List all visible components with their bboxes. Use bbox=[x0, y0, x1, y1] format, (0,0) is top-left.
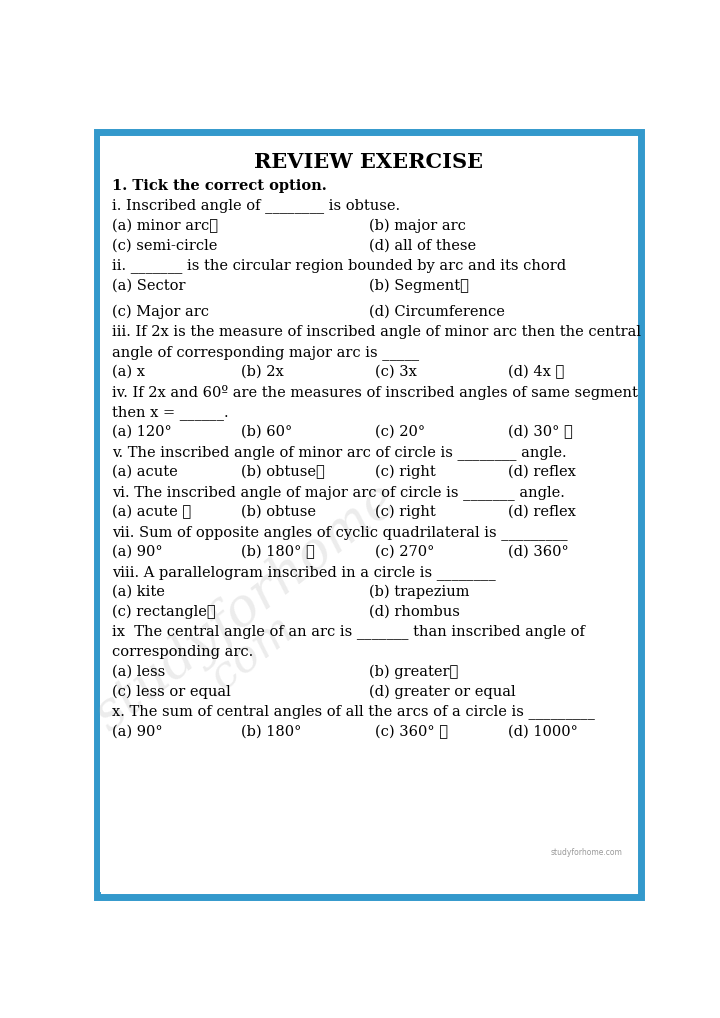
Text: (d) Circumference: (d) Circumference bbox=[369, 304, 505, 319]
Text: (c) semi-circle: (c) semi-circle bbox=[112, 238, 217, 252]
Text: (a) 90°: (a) 90° bbox=[112, 725, 163, 738]
Text: (b) obtuse✓: (b) obtuse✓ bbox=[240, 464, 325, 478]
Text: angle of corresponding major arc is _____: angle of corresponding major arc is ____… bbox=[112, 345, 420, 359]
Text: (b) Segment✓: (b) Segment✓ bbox=[369, 279, 469, 293]
Text: viii. A parallelogram inscribed in a circle is ________: viii. A parallelogram inscribed in a cir… bbox=[112, 565, 496, 579]
Text: (c) rectangle✓: (c) rectangle✓ bbox=[112, 605, 216, 619]
Text: iv. If 2x and 60º are the measures of inscribed angles of same segment: iv. If 2x and 60º are the measures of in… bbox=[112, 385, 638, 400]
Text: (a) 90°: (a) 90° bbox=[112, 545, 163, 559]
Text: studyforhome.com: studyforhome.com bbox=[551, 848, 623, 857]
Text: (d) reflex: (d) reflex bbox=[508, 505, 577, 519]
Text: (a) less: (a) less bbox=[112, 665, 166, 679]
Text: vi. The inscribed angle of major arc of circle is _______ angle.: vi. The inscribed angle of major arc of … bbox=[112, 485, 565, 500]
Text: (b) 60°: (b) 60° bbox=[240, 425, 292, 439]
Text: (c) 3x: (c) 3x bbox=[374, 364, 416, 379]
Text: (b) major arc: (b) major arc bbox=[369, 219, 466, 233]
Text: iii. If 2x is the measure of inscribed angle of minor arc then the central: iii. If 2x is the measure of inscribed a… bbox=[112, 325, 642, 339]
Text: .com: .com bbox=[190, 605, 302, 705]
Text: ix  The central angle of an arc is _______ than inscribed angle of: ix The central angle of an arc is ______… bbox=[112, 625, 585, 639]
Text: (c) 20°: (c) 20° bbox=[374, 425, 425, 439]
Text: (d) 360°: (d) 360° bbox=[508, 545, 570, 559]
Text: (a) acute ✓: (a) acute ✓ bbox=[112, 505, 192, 519]
Text: (b) 180° ✓: (b) 180° ✓ bbox=[240, 545, 315, 559]
Text: (c) right: (c) right bbox=[374, 505, 436, 519]
Text: (c) 270°: (c) 270° bbox=[374, 545, 434, 559]
Text: x. The sum of central angles of all the arcs of a circle is _________: x. The sum of central angles of all the … bbox=[112, 704, 595, 720]
Text: (b) 2x: (b) 2x bbox=[240, 364, 284, 379]
Text: (a) acute: (a) acute bbox=[112, 464, 178, 478]
FancyBboxPatch shape bbox=[96, 131, 642, 897]
Text: (a) 120°: (a) 120° bbox=[112, 425, 172, 439]
Text: (d) 4x ✓: (d) 4x ✓ bbox=[508, 364, 564, 379]
Text: (b) trapezium: (b) trapezium bbox=[369, 584, 469, 599]
Text: (d) 1000°: (d) 1000° bbox=[508, 725, 578, 738]
Text: (d) reflex: (d) reflex bbox=[508, 464, 577, 478]
Text: (c) Major arc: (c) Major arc bbox=[112, 304, 210, 320]
Text: studyforhome: studyforhome bbox=[85, 474, 408, 742]
FancyBboxPatch shape bbox=[100, 136, 638, 892]
Text: i. Inscribed angle of ________ is obtuse.: i. Inscribed angle of ________ is obtuse… bbox=[112, 199, 400, 214]
Text: (d) rhombus: (d) rhombus bbox=[369, 605, 460, 619]
Text: 1. Tick the correct option.: 1. Tick the correct option. bbox=[112, 178, 327, 192]
Text: (b) greater✓: (b) greater✓ bbox=[369, 665, 458, 679]
Text: (b) obtuse: (b) obtuse bbox=[240, 505, 315, 519]
Text: ii. _______ is the circular region bounded by arc and its chord: ii. _______ is the circular region bound… bbox=[112, 259, 567, 274]
Text: corresponding arc.: corresponding arc. bbox=[112, 644, 253, 659]
Text: (d) greater or equal: (d) greater or equal bbox=[369, 684, 516, 699]
Text: (a) x: (a) x bbox=[112, 364, 145, 379]
Text: (a) kite: (a) kite bbox=[112, 584, 165, 599]
Text: (c) less or equal: (c) less or equal bbox=[112, 684, 231, 699]
Text: (c) right: (c) right bbox=[374, 464, 436, 479]
Text: (a) minor arc✓: (a) minor arc✓ bbox=[112, 219, 218, 233]
Text: REVIEW EXERCISE: REVIEW EXERCISE bbox=[254, 152, 484, 172]
Text: (c) 360° ✓: (c) 360° ✓ bbox=[374, 725, 448, 739]
Text: (d) all of these: (d) all of these bbox=[369, 238, 476, 252]
Text: vii. Sum of opposite angles of cyclic quadrilateral is _________: vii. Sum of opposite angles of cyclic qu… bbox=[112, 524, 568, 540]
Text: (a) Sector: (a) Sector bbox=[112, 279, 186, 292]
Text: then x = ______.: then x = ______. bbox=[112, 405, 229, 419]
Text: (b) 180°: (b) 180° bbox=[240, 725, 301, 738]
Text: (d) 30° ✓: (d) 30° ✓ bbox=[508, 425, 573, 439]
Text: v. The inscribed angle of minor arc of circle is ________ angle.: v. The inscribed angle of minor arc of c… bbox=[112, 445, 567, 459]
